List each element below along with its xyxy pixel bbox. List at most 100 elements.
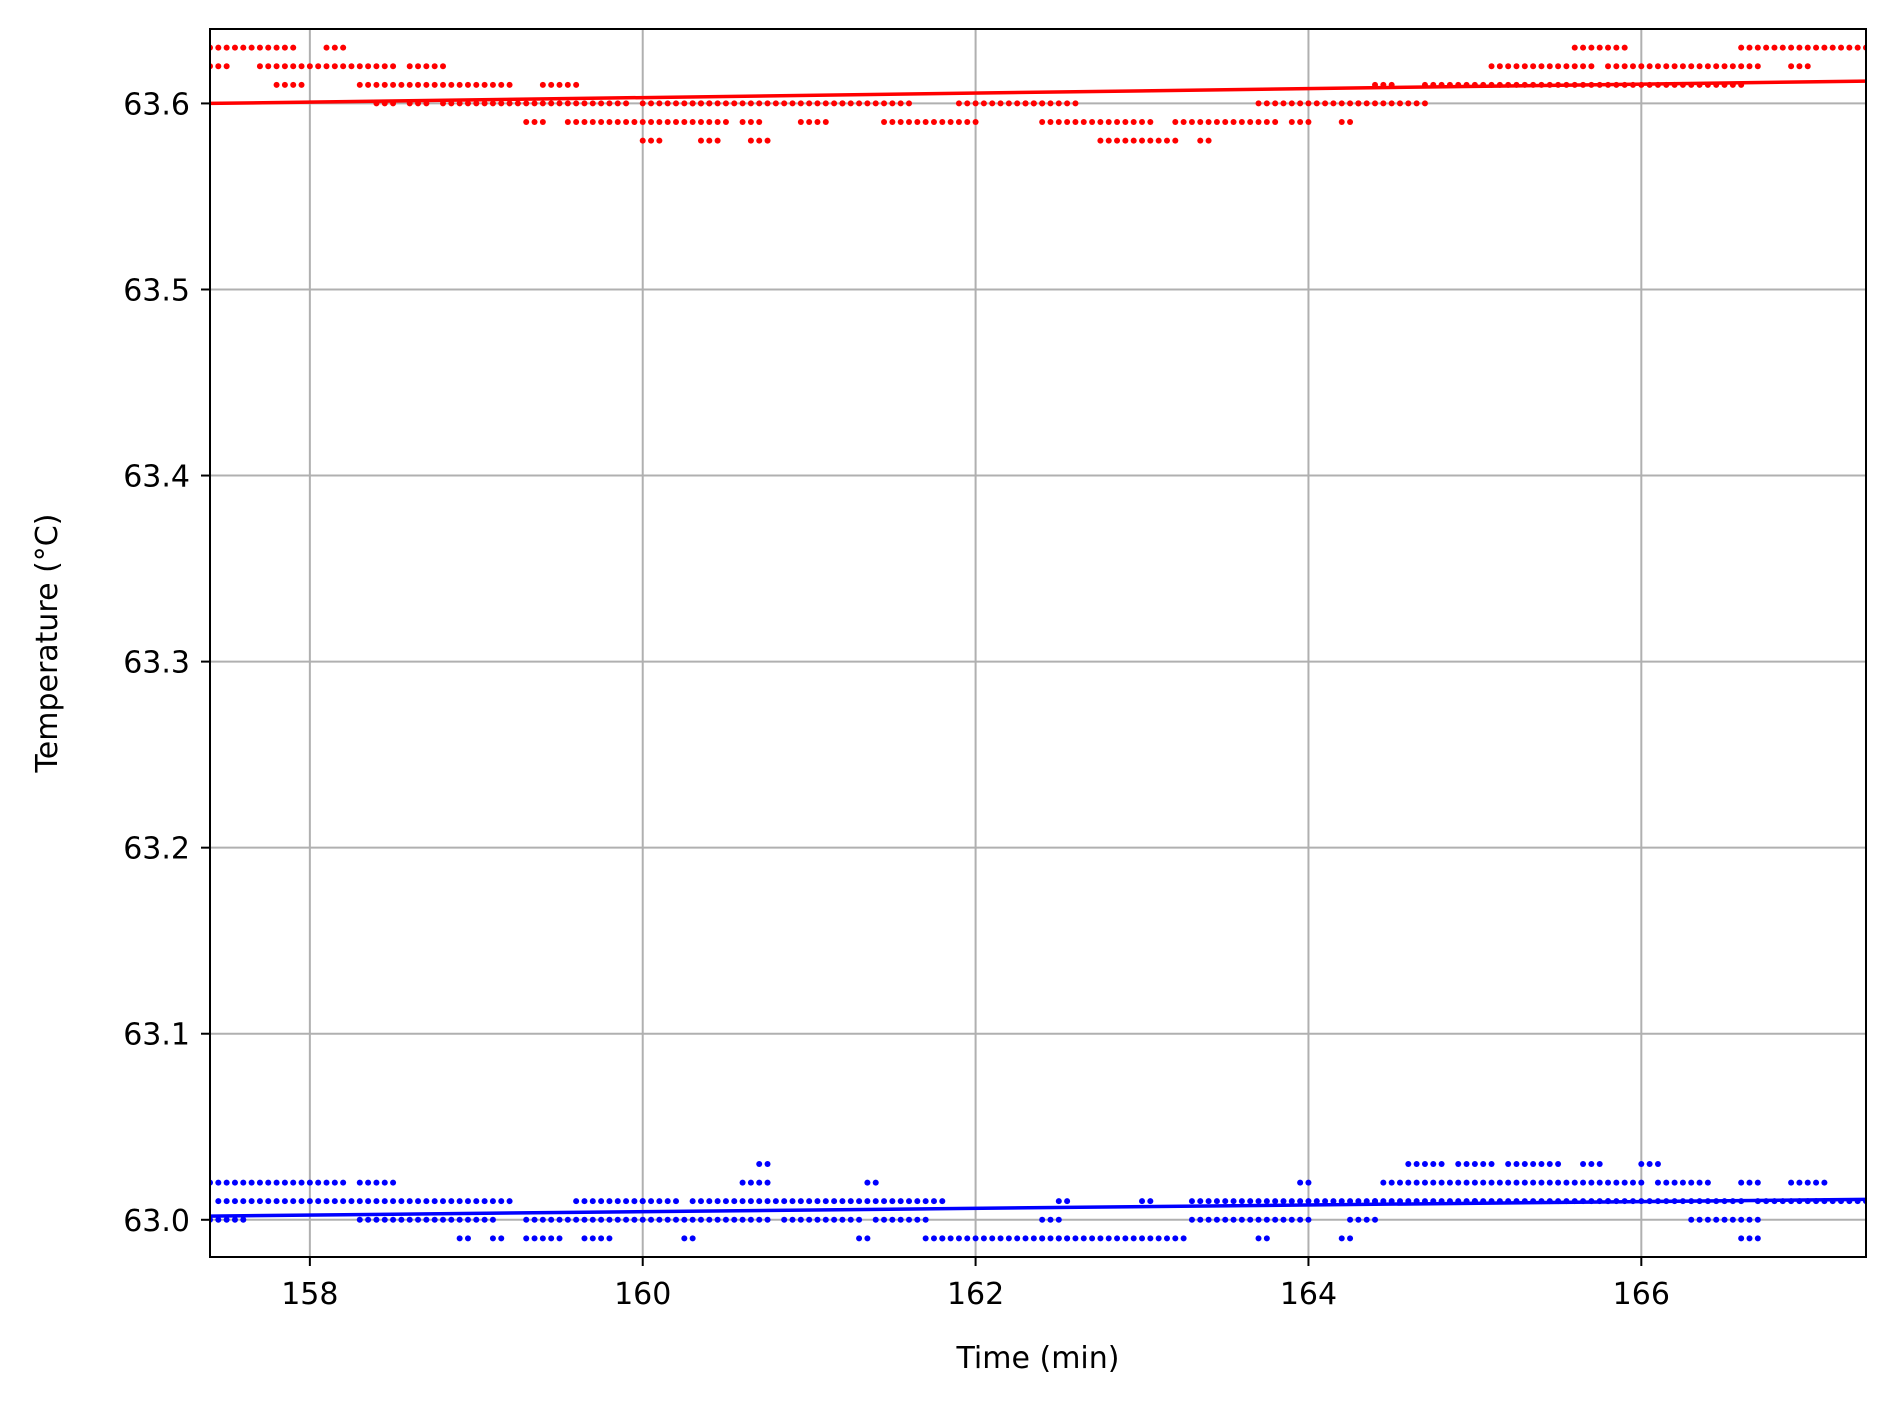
- data-point: [747, 1179, 754, 1186]
- data-point: [256, 63, 263, 70]
- data-point: [1105, 119, 1112, 126]
- data-point: [1330, 1198, 1337, 1205]
- data-point: [440, 1216, 447, 1223]
- data-point: [398, 1216, 405, 1223]
- data-point: [714, 100, 721, 107]
- data-point: [656, 1198, 663, 1205]
- data-point: [1055, 1235, 1062, 1242]
- data-point: [498, 81, 505, 88]
- data-point: [290, 81, 297, 88]
- data-point: [1580, 1160, 1587, 1167]
- data-point: [456, 81, 463, 88]
- data-point: [1139, 137, 1146, 144]
- y-tick-label: 63.3: [123, 646, 190, 681]
- data-point: [406, 63, 413, 70]
- data-point: [1471, 1160, 1478, 1167]
- data-point: [930, 1198, 937, 1205]
- data-point: [390, 1216, 397, 1223]
- data-point: [1222, 119, 1229, 126]
- data-point: [489, 100, 496, 107]
- data-point: [930, 1235, 937, 1242]
- data-point: [1438, 1179, 1445, 1186]
- data-point: [1613, 1179, 1620, 1186]
- data-point: [1238, 1198, 1245, 1205]
- data-point: [1064, 100, 1071, 107]
- data-point: [897, 1198, 904, 1205]
- data-point: [240, 1198, 247, 1205]
- data-point: [373, 1179, 380, 1186]
- data-point: [1238, 1216, 1245, 1223]
- data-point: [1305, 119, 1312, 126]
- data-point: [298, 1179, 305, 1186]
- data-point: [1538, 1179, 1545, 1186]
- data-point: [1263, 100, 1270, 107]
- data-point: [1488, 1179, 1495, 1186]
- data-point: [1804, 63, 1811, 70]
- data-point: [1247, 1198, 1254, 1205]
- data-point: [972, 100, 979, 107]
- data-point: [365, 1179, 372, 1186]
- data-point: [1197, 137, 1204, 144]
- data-point: [864, 1198, 871, 1205]
- data-point: [1738, 44, 1745, 51]
- data-point: [539, 100, 546, 107]
- data-point: [1754, 44, 1761, 51]
- data-point: [240, 1179, 247, 1186]
- data-point: [1563, 63, 1570, 70]
- data-point: [1813, 1179, 1820, 1186]
- data-point: [390, 1179, 397, 1186]
- data-point: [897, 100, 904, 107]
- data-point: [1347, 119, 1354, 126]
- data-point: [697, 119, 704, 126]
- data-point: [673, 1198, 680, 1205]
- data-point: [681, 119, 688, 126]
- data-point: [573, 1198, 580, 1205]
- data-point: [1438, 1160, 1445, 1167]
- data-point: [831, 100, 838, 107]
- data-point: [273, 44, 280, 51]
- data-point: [1754, 63, 1761, 70]
- y-tick-label: 63.5: [123, 273, 190, 308]
- data-point: [1205, 119, 1212, 126]
- x-axis-label: Time (min): [956, 1341, 1120, 1376]
- data-point: [1571, 63, 1578, 70]
- data-point: [772, 1198, 779, 1205]
- data-point: [1255, 1216, 1262, 1223]
- data-point: [539, 1216, 546, 1223]
- data-point: [481, 81, 488, 88]
- data-point: [448, 81, 455, 88]
- data-point: [739, 1198, 746, 1205]
- data-point: [1147, 1198, 1154, 1205]
- data-point: [1089, 1235, 1096, 1242]
- data-point: [623, 1216, 630, 1223]
- data-point: [955, 119, 962, 126]
- data-point: [390, 63, 397, 70]
- data-point: [440, 1198, 447, 1205]
- data-point: [1413, 1160, 1420, 1167]
- data-point: [290, 63, 297, 70]
- data-point: [1338, 1235, 1345, 1242]
- data-point: [764, 100, 771, 107]
- data-point: [356, 63, 363, 70]
- data-point: [240, 1216, 247, 1223]
- data-point: [972, 1235, 979, 1242]
- data-point: [606, 119, 613, 126]
- data-point: [348, 63, 355, 70]
- data-point: [1147, 1235, 1154, 1242]
- data-point: [1139, 1198, 1146, 1205]
- data-point: [1480, 1160, 1487, 1167]
- data-point: [423, 63, 430, 70]
- data-point: [872, 1216, 879, 1223]
- data-point: [1596, 1160, 1603, 1167]
- data-point: [814, 1216, 821, 1223]
- data-point: [639, 119, 646, 126]
- data-point: [1139, 1235, 1146, 1242]
- data-point: [523, 119, 530, 126]
- data-point: [1788, 44, 1795, 51]
- data-point: [573, 119, 580, 126]
- data-point: [822, 100, 829, 107]
- data-point: [1496, 1179, 1503, 1186]
- data-point: [223, 1198, 230, 1205]
- data-point: [881, 100, 888, 107]
- data-point: [639, 100, 646, 107]
